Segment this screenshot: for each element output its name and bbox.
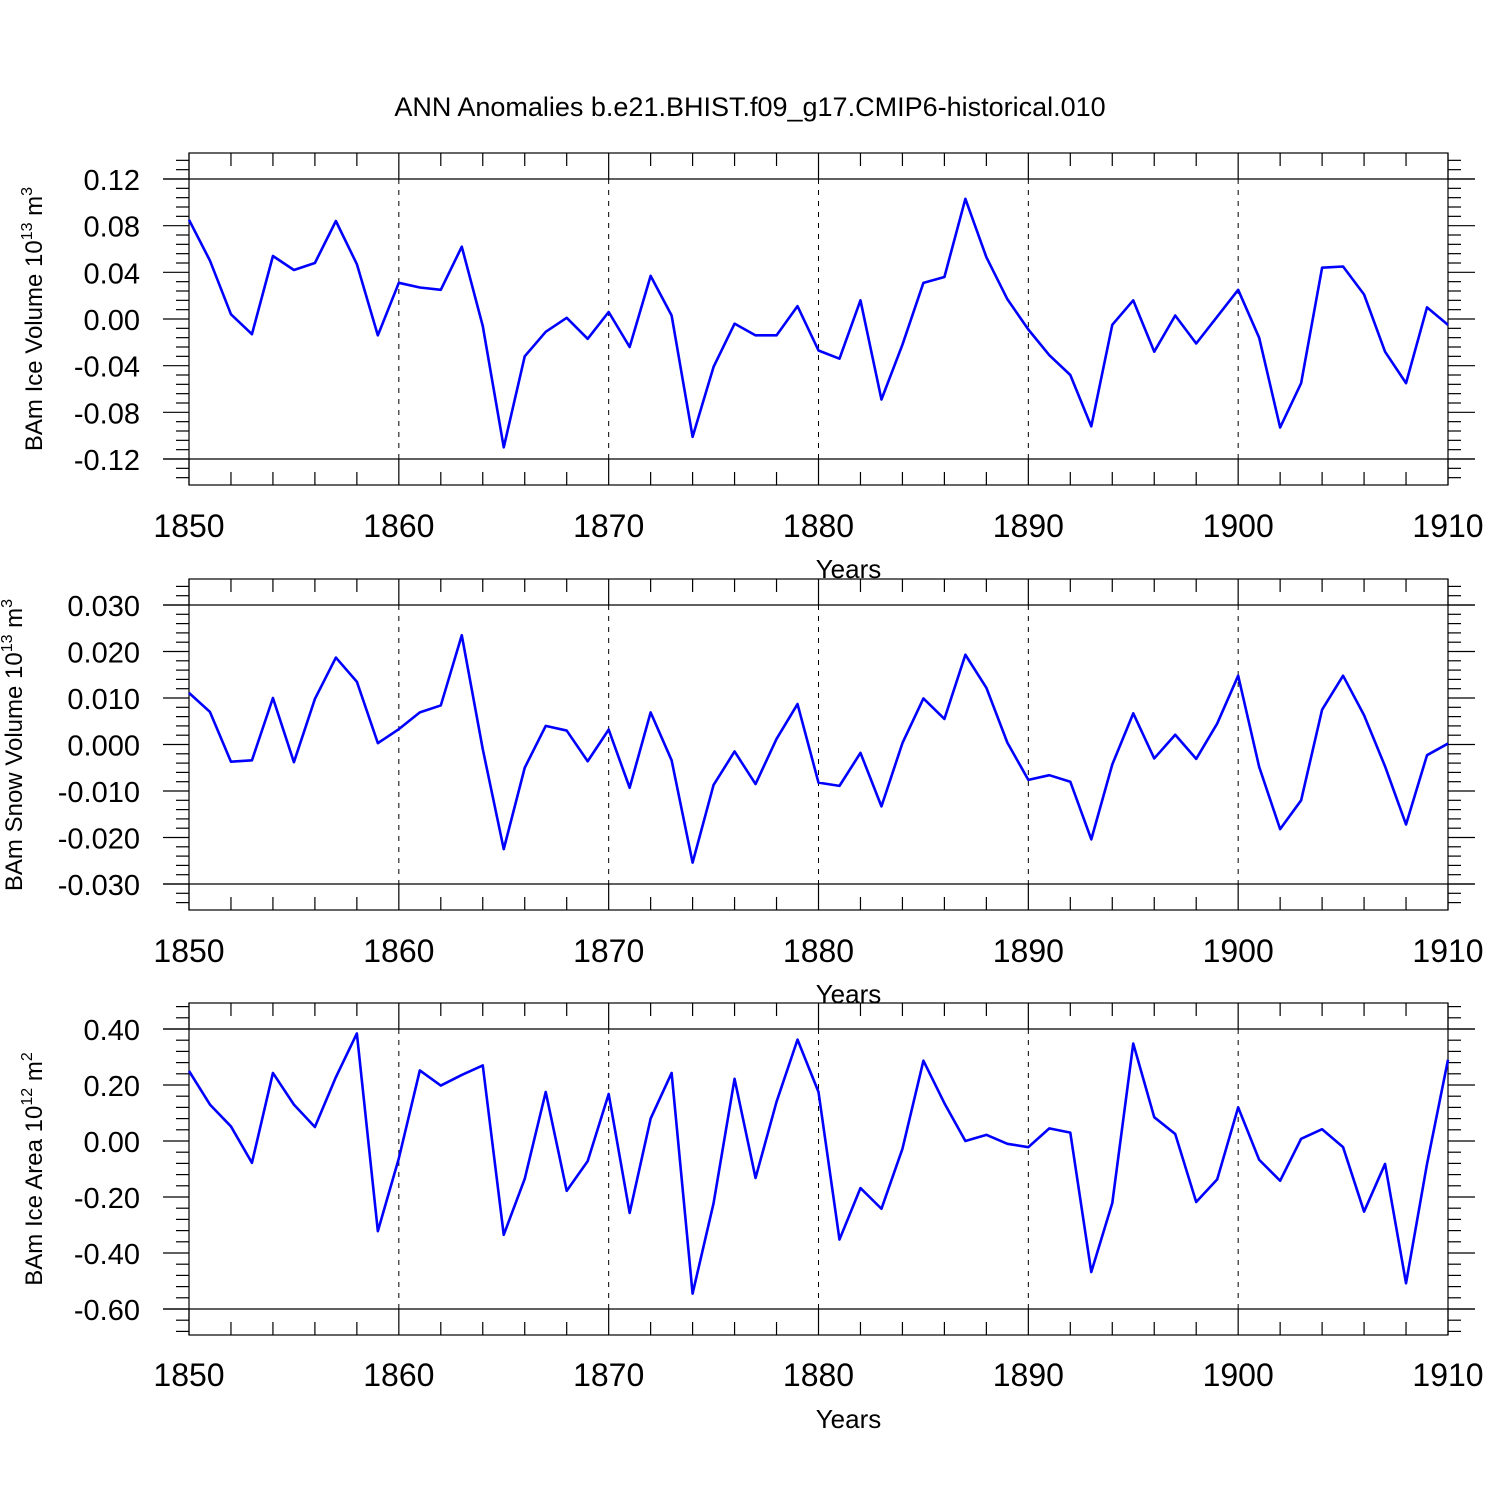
y-tick-label: -0.60 xyxy=(74,1295,140,1327)
x-tick-label: 1880 xyxy=(783,1357,854,1393)
y-tick-label: -0.04 xyxy=(74,352,140,384)
y-axis-label: BAm Snow Volume 1013 m3 xyxy=(0,599,28,891)
y-tick-label: 0.020 xyxy=(67,638,140,670)
x-tick-label: 1900 xyxy=(1203,508,1274,544)
x-tick-label: 1890 xyxy=(993,933,1064,969)
x-tick-label: 1910 xyxy=(1412,508,1483,544)
x-tick-label: 1860 xyxy=(363,508,434,544)
x-tick-label: 1900 xyxy=(1203,1357,1274,1393)
series-line xyxy=(187,1032,1450,1295)
y-axis-label: BAm Ice Volume 1013 m3 xyxy=(19,187,48,451)
y-tick-label: -0.40 xyxy=(74,1239,140,1271)
y-tick-label: 0.40 xyxy=(84,1015,140,1047)
panel-1: 0.12 0.08 0.04 0.00 -0.04 -0.08 -0.12 1850 1860 1… xyxy=(19,152,1484,584)
y-tick-label: 0.000 xyxy=(67,731,140,763)
y-tick-label: 0.00 xyxy=(84,305,140,337)
series-line xyxy=(187,197,1449,449)
panel-3: 0.40 0.20 0.00 -0.20 -0.40 -0.60 1850 1860 1870 1… xyxy=(19,1002,1484,1434)
y-tick-label: 0.010 xyxy=(67,684,140,716)
y-tick-label: -0.030 xyxy=(58,870,140,902)
x-tick-label: 1870 xyxy=(573,1357,644,1393)
y-tick-label: -0.12 xyxy=(74,445,140,477)
x-tick-label: 1910 xyxy=(1412,1357,1483,1393)
x-tick-label: 1870 xyxy=(573,933,644,969)
y-tick-label: 0.08 xyxy=(84,212,140,244)
x-tick-label: 1890 xyxy=(993,508,1064,544)
x-tick-label: 1880 xyxy=(783,508,854,544)
series-line xyxy=(188,633,1449,864)
y-tick-label: -0.08 xyxy=(74,398,140,430)
y-tick-label: -0.20 xyxy=(74,1183,140,1215)
y-tick-label: -0.010 xyxy=(58,777,140,809)
y-tick-label: -0.020 xyxy=(58,824,140,856)
x-tick-label: 1860 xyxy=(363,933,434,969)
y-tick-label: 0.20 xyxy=(84,1071,140,1103)
x-tick-label: 1850 xyxy=(153,933,224,969)
x-tick-label: 1910 xyxy=(1412,933,1483,969)
x-axis-label: Years xyxy=(816,1404,882,1434)
x-tick-label: 1850 xyxy=(153,1357,224,1393)
x-tick-label: 1870 xyxy=(573,508,644,544)
x-tick-label: 1890 xyxy=(993,1357,1064,1393)
panel-2: 0.030 0.020 0.010 0.000 -0.010 -0.020 -0.030 18… xyxy=(0,578,1484,1009)
y-tick-label: 0.12 xyxy=(84,165,140,197)
x-axis-label: Years xyxy=(816,979,882,1009)
y-tick-label: 0.00 xyxy=(84,1127,140,1159)
chart-title: ANN Anomalies b.e21.BHIST.f09_g17.CMIP6-… xyxy=(394,92,1105,122)
x-tick-label: 1860 xyxy=(363,1357,434,1393)
x-tick-label: 1850 xyxy=(153,508,224,544)
y-tick-label: 0.04 xyxy=(84,258,140,290)
x-tick-label: 1900 xyxy=(1203,933,1274,969)
x-tick-label: 1880 xyxy=(783,933,854,969)
y-tick-label: 0.030 xyxy=(67,591,140,623)
y-axis-label: BAm Ice Area 1012 m2 xyxy=(19,1052,48,1286)
